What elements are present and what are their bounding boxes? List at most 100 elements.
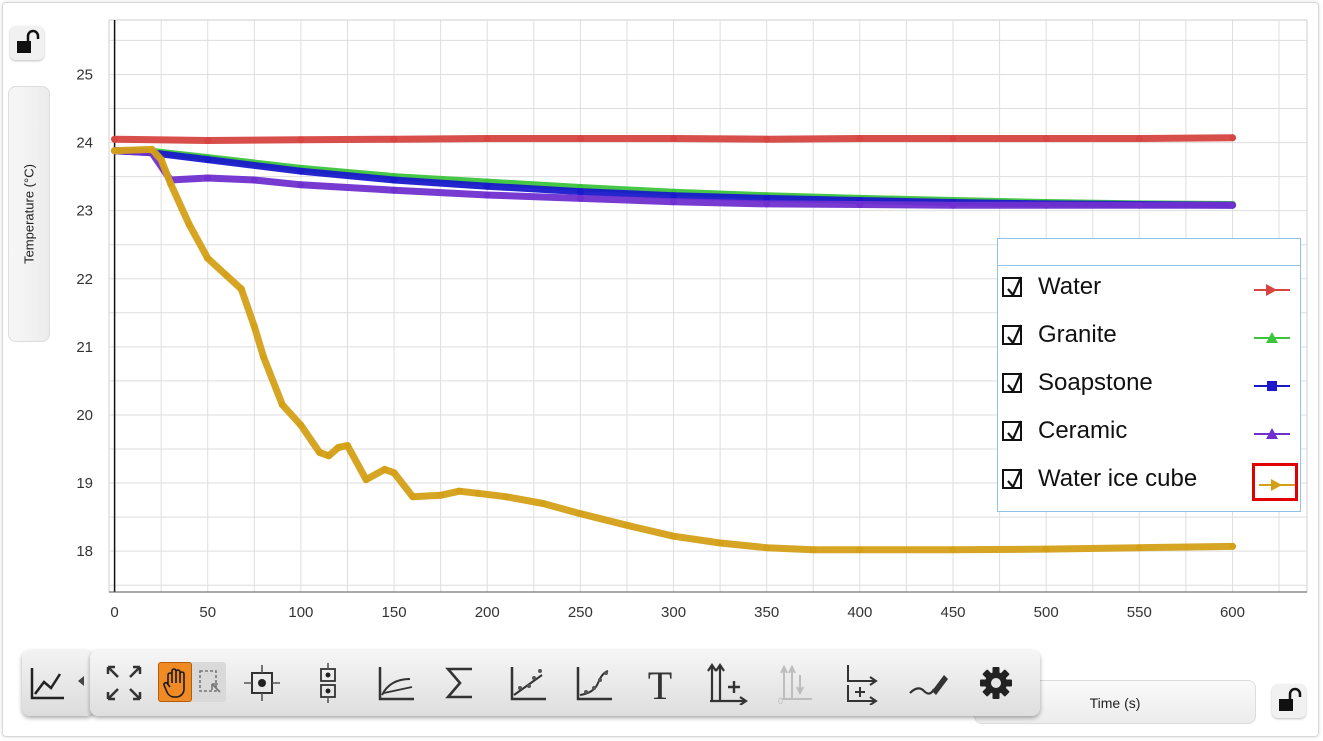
examine-icon <box>244 665 280 701</box>
legend-marker[interactable] <box>1254 371 1292 401</box>
legend-checkbox[interactable] <box>1002 468 1023 490</box>
x-tick-label: 400 <box>847 604 872 621</box>
legend-item[interactable]: Water ice cube <box>998 461 1300 501</box>
linear-fit-button[interactable] <box>504 661 548 705</box>
data-point-water-ice-cube <box>623 521 631 529</box>
legend-label: Ceramic <box>1038 417 1128 444</box>
y-axis-lock-button[interactable] <box>10 26 44 60</box>
legend-item[interactable]: Granite <box>998 317 1300 357</box>
draw-prediction-button[interactable] <box>906 661 950 705</box>
series-marker-icon <box>1259 479 1295 491</box>
x-tick-label: 500 <box>1034 604 1059 621</box>
data-point-water-ice-cube <box>148 145 156 153</box>
data-point-water-ice-cube <box>344 442 351 450</box>
x-tick-label: 250 <box>568 604 593 621</box>
data-point-water <box>670 135 677 142</box>
data-point-ceramic <box>204 174 212 182</box>
select-icon <box>199 670 221 693</box>
legend-marker[interactable] <box>1254 419 1292 449</box>
checkmark-icon <box>1007 372 1023 394</box>
checkmark-icon <box>1007 324 1023 346</box>
data-point-soapstone <box>390 176 398 184</box>
statistics-icon <box>445 667 472 699</box>
legend-checkbox[interactable] <box>1002 324 1023 346</box>
legend-marker[interactable] <box>1252 463 1298 501</box>
y-tick-label: 22 <box>76 271 93 288</box>
legend-checkbox[interactable] <box>1002 420 1023 442</box>
settings-button[interactable] <box>974 661 1018 705</box>
checkmark-icon <box>1007 420 1023 442</box>
x-tick-label: 600 <box>1220 604 1245 621</box>
data-point-water-ice-cube <box>409 493 417 501</box>
graph-type-button[interactable] <box>22 650 94 716</box>
x-tick-label: 550 <box>1127 604 1152 621</box>
data-point-water-ice-cube <box>949 546 957 554</box>
x-tick-label: 300 <box>661 604 686 621</box>
point-values-button[interactable] <box>306 661 350 705</box>
x-tick-label: 0 <box>110 604 118 621</box>
select-button[interactable] <box>194 666 224 698</box>
data-point-soapstone <box>576 188 584 196</box>
data-point-water <box>483 135 491 142</box>
legend-marker[interactable] <box>1254 275 1292 305</box>
legend-header[interactable] <box>998 239 1300 266</box>
x-axis-lock-button[interactable] <box>1272 684 1306 718</box>
data-point-water-ice-cube <box>157 156 165 164</box>
data-point-water <box>856 135 864 142</box>
curve-fit-button[interactable] <box>570 661 614 705</box>
data-point-water-ice-cube <box>222 271 230 279</box>
svg-text:0: 0 <box>778 696 783 705</box>
data-point-water-ice-cube <box>539 500 547 507</box>
data-point-water-ice-cube <box>237 285 245 293</box>
data-point-soapstone <box>483 182 491 190</box>
add-calculated-column-icon <box>707 663 748 705</box>
data-point-ceramic <box>763 200 771 208</box>
legend-checkbox[interactable] <box>1002 372 1023 394</box>
data-point-water <box>763 135 771 143</box>
y-axis-label-panel[interactable] <box>8 86 50 342</box>
data-point-water-ice-cube <box>670 532 677 540</box>
legend[interactable]: Water Granite Soapstone Ceramic Water ice cu… <box>997 238 1301 512</box>
text-annotation-button[interactable]: T <box>638 661 682 705</box>
legend-label: Water ice cube <box>1038 465 1198 492</box>
data-point-water-ice-cube <box>381 465 389 473</box>
legend-marker[interactable] <box>1254 323 1292 353</box>
toolbar: T 0 <box>90 650 1040 716</box>
examine-button[interactable] <box>240 661 284 705</box>
data-point-ceramic <box>1042 201 1050 209</box>
coordinate-axes-icon <box>847 665 878 705</box>
x-tick-label: 50 <box>199 604 216 621</box>
data-point-water <box>204 137 212 144</box>
data-point-water-ice-cube <box>204 254 212 262</box>
data-point-water-ice-cube <box>111 147 119 155</box>
legend-item[interactable]: Water <box>998 269 1300 309</box>
y-tick-label: 23 <box>76 203 93 220</box>
text-annotation-icon: T <box>648 663 672 705</box>
y-tick-label: 24 <box>76 135 93 152</box>
data-point-water-ice-cube <box>325 452 333 460</box>
data-point-ceramic <box>250 176 258 184</box>
add-calculated-column-button[interactable] <box>704 661 748 705</box>
y-tick-label: 18 <box>76 543 93 560</box>
curve-fit-icon <box>576 667 612 701</box>
tangent-icon <box>378 667 414 701</box>
autoscale-icon <box>106 665 142 701</box>
data-point-water-ice-cube <box>185 220 193 228</box>
autoscale-button[interactable] <box>102 661 146 705</box>
linear-fit-icon <box>510 667 546 701</box>
x-tick-label: 100 <box>288 604 313 621</box>
statistics-button[interactable] <box>438 661 482 705</box>
data-point-water <box>390 135 398 143</box>
legend-item[interactable]: Soapstone <box>998 365 1300 405</box>
x-axis-label: Time (s) <box>1089 695 1141 711</box>
data-point-ceramic <box>297 181 305 189</box>
data-point-ceramic <box>1229 201 1236 209</box>
point-values-icon <box>320 663 336 703</box>
legend-checkbox[interactable] <box>1002 276 1023 298</box>
legend-item[interactable]: Ceramic <box>998 413 1300 453</box>
data-point-water-ice-cube <box>716 539 724 547</box>
tangent-button[interactable] <box>372 661 416 705</box>
data-point-water-ice-cube <box>576 510 584 518</box>
coordinate-axes-button[interactable] <box>838 661 882 705</box>
pan-button[interactable] <box>158 662 192 702</box>
